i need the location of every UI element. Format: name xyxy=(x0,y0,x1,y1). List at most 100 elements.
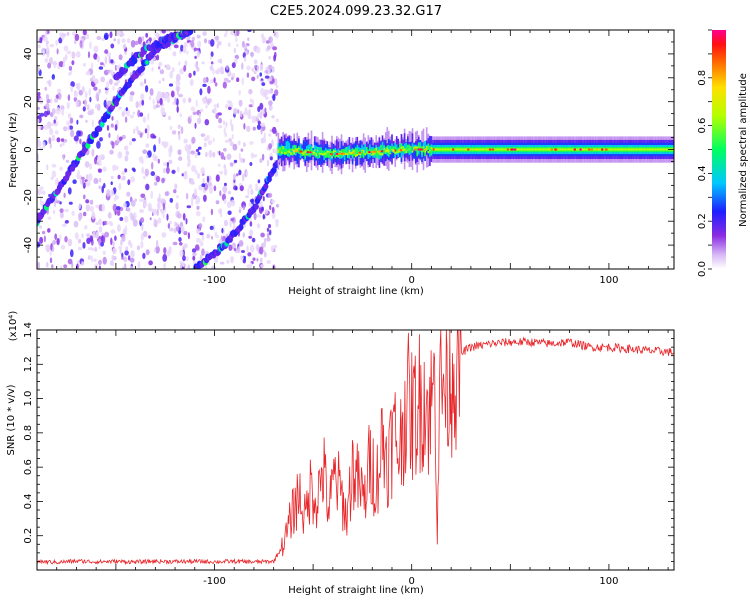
heatmap-noise-cell xyxy=(268,56,271,60)
heatmap-noise-cell xyxy=(142,230,148,238)
heatmap-noise-cell xyxy=(240,255,244,261)
heatmap-noise-cell xyxy=(267,192,273,198)
heatmap-carrier-cell xyxy=(397,147,400,151)
heatmap-noise-cell xyxy=(263,89,269,96)
heatmap-noise-cell xyxy=(76,119,79,125)
heatmap-noise-cell xyxy=(99,177,102,183)
heatmap-carrier-cell xyxy=(282,146,284,149)
heatmap-carrier-cell xyxy=(302,152,305,156)
heatmap-carrier-cell xyxy=(656,148,658,151)
heatmap-noise-cell xyxy=(188,144,192,151)
heatmap-noise-cell xyxy=(271,115,275,119)
heatmap-noise-cell xyxy=(126,206,130,213)
heatmap-noise-cell xyxy=(247,187,250,196)
heatmap-carrier-cell xyxy=(285,148,288,155)
heatmap-noise-cell xyxy=(226,201,232,209)
heatmap-carrier-cell xyxy=(632,148,635,151)
heatmap-noise-cell xyxy=(248,235,253,239)
heatmap-noise-cell xyxy=(179,113,183,118)
heatmap-noise-cell xyxy=(202,83,207,87)
heatmap-noise-cell xyxy=(230,217,235,222)
heatmap-noise-cell xyxy=(86,104,90,111)
heatmap-carrier-cell xyxy=(429,150,431,152)
heatmap-noise-cell xyxy=(190,181,195,185)
heatmap-noise-cell xyxy=(272,148,275,154)
heatmap-noise-cell xyxy=(85,204,91,212)
heatmap-noise-cell xyxy=(95,221,99,226)
heatmap-noise-cell xyxy=(159,69,165,75)
heatmap-noise-cell xyxy=(153,144,157,153)
heatmap-noise-cell xyxy=(85,199,90,204)
heatmap-noise-cell xyxy=(227,210,232,216)
heatmap-noise-cell xyxy=(187,158,191,166)
heatmap-noise-cell xyxy=(253,70,257,75)
y-tick-label: -20 xyxy=(23,189,34,205)
heatmap-noise-cell xyxy=(142,252,146,259)
heatmap-y-label: Frequency (Hz) xyxy=(8,112,19,188)
heatmap-noise-cell xyxy=(66,31,70,36)
heatmap-track-cell xyxy=(132,57,138,64)
heatmap-noise-cell xyxy=(210,51,214,57)
heatmap-noise-cell xyxy=(183,243,188,249)
heatmap-noise-cell xyxy=(138,100,142,108)
heatmap-carrier-cell xyxy=(405,142,407,152)
heatmap-noise-cell xyxy=(273,54,276,62)
heatmap-carrier-cell xyxy=(519,148,521,151)
heatmap-noise-cell xyxy=(260,232,265,238)
heatmap-carrier-cell xyxy=(309,144,311,155)
heatmap-noise-cell xyxy=(201,97,207,103)
heatmap-noise-cell xyxy=(118,182,122,191)
heatmap-carrier-cell xyxy=(648,148,650,151)
heatmap-carrier-cell xyxy=(367,153,370,154)
heatmap-noise-cell xyxy=(84,99,87,107)
heatmap-noise-cell xyxy=(212,266,215,269)
snr-y-label: SNR (10 * v/v) xyxy=(6,384,17,455)
heatmap-carrier-cell xyxy=(410,146,412,152)
heatmap-carrier-cell xyxy=(372,151,374,156)
heatmap-carrier-cell xyxy=(356,148,359,155)
heatmap-track-cell xyxy=(253,203,259,210)
heatmap-carrier-cell xyxy=(593,148,595,151)
heatmap-noise-cell xyxy=(82,30,87,36)
heatmap-carrier-cell xyxy=(441,148,444,151)
heatmap-noise-cell xyxy=(238,99,243,107)
heatmap-noise-cell xyxy=(93,53,98,60)
heatmap-noise-cell xyxy=(114,165,119,171)
heatmap-noise-cell xyxy=(153,218,157,225)
heatmap-carrier-cell xyxy=(391,149,393,151)
heatmap-noise-cell xyxy=(150,171,155,177)
heatmap-carrier-cell xyxy=(296,148,299,152)
heatmap-noise-cell xyxy=(59,234,62,242)
heatmap-noise-cell xyxy=(110,59,114,64)
heatmap-noise-cell xyxy=(129,141,133,146)
heatmap-noise-cell xyxy=(269,229,272,236)
heatmap-noise-cell xyxy=(243,123,246,130)
heatmap-noise-cell xyxy=(266,260,272,264)
heatmap-noise-cell xyxy=(226,100,232,104)
heatmap-carrier-cell xyxy=(378,149,381,152)
heatmap-carrier-cell xyxy=(657,148,660,151)
heatmap-noise-cell xyxy=(186,50,189,55)
heatmap-carrier-cell xyxy=(653,148,655,151)
heatmap-noise-cell xyxy=(137,36,142,45)
heatmap-noise-cell xyxy=(145,143,150,148)
heatmap-noise-cell xyxy=(252,154,258,158)
heatmap-noise-cell xyxy=(39,196,42,202)
heatmap-carrier-cell xyxy=(500,148,502,151)
heatmap-noise-cell xyxy=(128,255,131,261)
heatmap-carrier-cell xyxy=(425,146,428,150)
heatmap-carrier-cell xyxy=(620,148,622,151)
heatmap-noise-cell xyxy=(202,77,207,84)
heatmap-noise-cell xyxy=(156,54,160,61)
heatmap-carrier-cell xyxy=(583,148,586,151)
heatmap-noise-cell xyxy=(199,254,203,262)
heatmap-track-core xyxy=(145,60,149,65)
heatmap-noise-cell xyxy=(95,204,99,208)
heatmap-noise-cell xyxy=(176,87,179,96)
heatmap-noise-cell xyxy=(211,236,213,240)
heatmap-noise-cell xyxy=(256,258,259,262)
heatmap-carrier-cell xyxy=(337,152,340,157)
heatmap-noise-cell xyxy=(130,266,134,269)
heatmap-carrier-cell xyxy=(290,152,292,156)
heatmap-carrier-cell xyxy=(594,148,597,151)
